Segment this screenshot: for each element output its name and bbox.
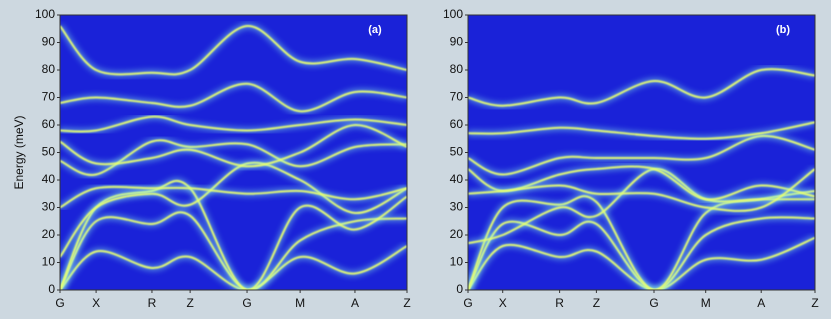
y-tick-label: 80 [450, 62, 464, 76]
panel-label: (b) [776, 24, 790, 36]
x-tick-label: Z [811, 296, 818, 310]
y-tick-label: 40 [42, 172, 56, 186]
x-tick-label: G [649, 296, 658, 310]
y-tick-label: 70 [42, 90, 56, 104]
x-tick-label: X [92, 296, 100, 310]
band [468, 121, 815, 140]
band [60, 161, 407, 258]
band [468, 236, 815, 290]
band [60, 24, 407, 76]
y-tick-label: 30 [450, 200, 464, 214]
band [60, 82, 407, 113]
x-tick-label: R [148, 296, 157, 310]
y-tick-label: 60 [42, 117, 56, 131]
panel-label: (a) [368, 24, 382, 36]
band [60, 139, 407, 176]
y-tick-label: 30 [42, 200, 56, 214]
y-tick-label: 40 [450, 172, 464, 186]
x-tick-label: Z [186, 296, 193, 310]
band [468, 168, 815, 212]
y-tick-label: 20 [42, 227, 56, 241]
x-tick-label: M [701, 296, 711, 310]
band [60, 245, 407, 290]
y-tick-label: 0 [456, 282, 463, 296]
y-tick-label: 10 [42, 255, 56, 269]
x-tick-label: G [55, 296, 64, 310]
y-tick-label: 60 [450, 117, 464, 131]
y-tick-label: 50 [450, 145, 464, 159]
x-tick-label: R [555, 296, 564, 310]
plot-frame [59, 14, 408, 291]
y-tick-label: 100 [35, 7, 55, 21]
band [60, 115, 407, 133]
y-tick-label: 90 [450, 35, 464, 49]
y-tick-label: 50 [42, 145, 56, 159]
band [60, 123, 407, 168]
x-tick-label: A [351, 296, 359, 310]
y-tick-label: 10 [450, 255, 464, 269]
y-tick-label: 80 [42, 62, 56, 76]
y-tick-label: 0 [48, 282, 55, 296]
y-tick-label: 90 [42, 35, 56, 49]
bands [468, 66, 815, 290]
y-tick-label: 100 [443, 7, 463, 21]
x-tick-label: G [463, 296, 472, 310]
x-tick-label: X [499, 296, 507, 310]
bands [60, 23, 407, 290]
y-tick-label: 20 [450, 227, 464, 241]
plot-frame [467, 14, 816, 291]
x-tick-label: Z [593, 296, 600, 310]
plot-area [468, 15, 815, 290]
band [468, 68, 815, 107]
band [60, 185, 407, 209]
x-tick-label: G [242, 296, 251, 310]
band [468, 216, 815, 290]
x-tick-label: Z [403, 296, 410, 310]
x-tick-label: A [757, 296, 765, 310]
y-axis-label: Energy (meV) [12, 115, 26, 189]
y-tick-label: 70 [450, 90, 464, 104]
x-tick-label: M [295, 296, 305, 310]
